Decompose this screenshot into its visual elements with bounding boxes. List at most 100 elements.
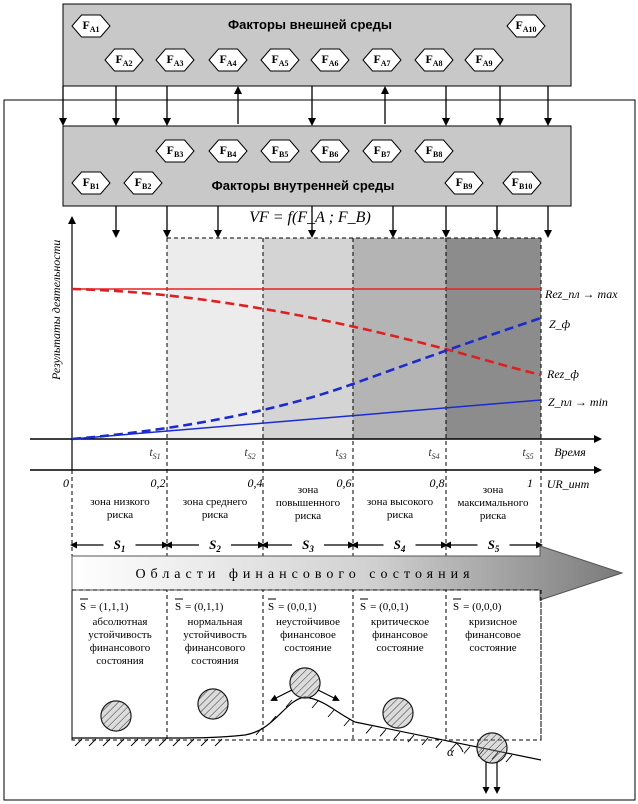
state-descriptions: S = (1,1,1) абсолютная устойчивость финансов… bbox=[80, 598, 521, 667]
hatch-mark bbox=[255, 727, 263, 736]
factor-fa6-label: FA6 bbox=[321, 52, 338, 68]
hatch-mark bbox=[116, 738, 125, 747]
factor-fb6-label: FB6 bbox=[322, 143, 339, 159]
zone-name-1: зона низкого риска bbox=[90, 496, 150, 521]
hatch-mark bbox=[505, 754, 513, 763]
state-label-bg-1 bbox=[103, 535, 136, 553]
z-fact-curve bbox=[71, 316, 542, 441]
factor-fa5-label: FA5 bbox=[271, 52, 288, 68]
zone-5-fill bbox=[446, 238, 541, 439]
state-label-bg-4 bbox=[383, 535, 416, 553]
hatch-mark bbox=[186, 738, 195, 747]
hatch-mark bbox=[421, 737, 429, 746]
factor-fb2: FB2 bbox=[123, 171, 163, 195]
ur-tick-3: 0,4 bbox=[248, 476, 263, 490]
factor-fa3: FA3 bbox=[155, 48, 195, 72]
ball-unstable bbox=[289, 667, 321, 699]
rez-fact-curve bbox=[71, 287, 542, 377]
ball-normal bbox=[197, 688, 229, 720]
state-label-1: S1 bbox=[114, 537, 126, 554]
factor-fa1: FA1 bbox=[71, 14, 111, 38]
time-tick-2: tS2 bbox=[244, 445, 255, 461]
unstable-arrow-right bbox=[317, 689, 340, 701]
hatch-mark bbox=[74, 738, 83, 747]
factor-fa2-label: FA2 bbox=[115, 52, 132, 68]
ball-unstable-shade bbox=[290, 668, 320, 698]
state-desc-1: S = (1,1,1) абсолютная устойчивость финансов… bbox=[80, 598, 152, 667]
factor-fb1-label: FB1 bbox=[83, 175, 100, 191]
factor-fa4-hexagon bbox=[208, 48, 248, 72]
factor-fb1-hexagon bbox=[71, 171, 111, 195]
factor-fb1: FB1 bbox=[71, 171, 111, 195]
state-label-3: S3 bbox=[302, 537, 314, 554]
hatch-mark bbox=[214, 738, 223, 747]
factor-fa4: FA4 bbox=[208, 48, 248, 72]
state-desc-4: S = (0,0,1) критическое финансовое состояние bbox=[360, 598, 429, 654]
zone-2-fill bbox=[167, 238, 263, 439]
hatch-mark bbox=[393, 731, 401, 740]
ball-stable-shade bbox=[101, 701, 131, 731]
ur-tick-1: 0 bbox=[63, 476, 69, 490]
factor-fb10-label: FB10 bbox=[512, 175, 533, 191]
factor-fb8-hexagon bbox=[414, 139, 454, 163]
factor-fb2-label: FB2 bbox=[135, 175, 152, 191]
factor-fb3-label: FB3 bbox=[167, 143, 184, 159]
factor-fa8: FA8 bbox=[414, 48, 454, 72]
external-factors-title: Факторы внешней среды bbox=[228, 17, 392, 32]
factor-fb6-hexagon bbox=[310, 139, 350, 163]
hatch-mark bbox=[172, 738, 181, 747]
hatch-mark bbox=[200, 738, 209, 747]
factor-fb10: FB10 bbox=[502, 171, 542, 195]
state-label-bg-2 bbox=[199, 535, 231, 553]
state-vector-3: S = (0,0,1) bbox=[268, 601, 317, 613]
factor-fa8-label: FA8 bbox=[425, 52, 442, 68]
financial-state-title: Области финансового состояния bbox=[135, 567, 474, 582]
state-label-bg-5 bbox=[477, 535, 510, 553]
alpha-arc bbox=[455, 742, 464, 753]
ball-normal-shade bbox=[198, 689, 228, 719]
terrain-hatching bbox=[74, 699, 513, 763]
factor-fb5-hexagon bbox=[260, 139, 300, 163]
factor-fb5-label: FB5 bbox=[272, 143, 289, 159]
ur-tick-4: 0,6 bbox=[337, 476, 352, 490]
hatch-mark bbox=[269, 715, 277, 724]
state-label-2: S2 bbox=[209, 537, 221, 554]
factor-fa7-label: FA7 bbox=[373, 52, 390, 68]
factor-fa5-hexagon bbox=[260, 48, 300, 72]
time-tick-4: tS4 bbox=[428, 445, 439, 461]
state-text-5: кризисное финансовое состояние bbox=[465, 616, 521, 654]
factor-hexagons: FA1 FA10 FA2 FA3 FA4 FA5 FA6 FA7 FA8 FA9 FB3 FB4 FB5… bbox=[71, 14, 546, 195]
factor-fa3-hexagon bbox=[155, 48, 195, 72]
factor-fb3: FB3 bbox=[155, 139, 195, 163]
factor-fa2: FA2 bbox=[104, 48, 144, 72]
terrain-line bbox=[72, 696, 542, 761]
factor-fa8-hexagon bbox=[414, 48, 454, 72]
time-axis-label: Время bbox=[554, 445, 586, 459]
factor-fb4: FB4 bbox=[208, 139, 248, 163]
state-labels: S1 S2 S3 S4 S5 bbox=[70, 535, 543, 554]
factor-fb2-hexagon bbox=[123, 171, 163, 195]
factor-fa1-hexagon bbox=[71, 14, 111, 38]
state-text-2: нормальная устойчивость финансового состоян… bbox=[183, 616, 246, 667]
hatch-mark bbox=[311, 700, 319, 709]
states-box bbox=[71, 589, 542, 741]
hatch-mark bbox=[285, 699, 293, 708]
time-tick-3: tS3 bbox=[335, 445, 346, 461]
formula-label: VF = f(F_A ; F_B) bbox=[249, 209, 371, 226]
factor-fa10-hexagon bbox=[506, 14, 546, 38]
factor-fb8-label: FB8 bbox=[426, 143, 443, 159]
state-text-1: абсолютная устойчивость финансового состоян… bbox=[88, 616, 151, 667]
state-vector-5: S = (0,0,0) bbox=[453, 601, 502, 613]
hatch-mark bbox=[327, 709, 335, 718]
z-plan-line bbox=[71, 399, 542, 440]
factor-fa1-label: FA1 bbox=[82, 18, 99, 34]
state-label-4: S4 bbox=[394, 537, 406, 554]
factor-fa7-hexagon bbox=[362, 48, 402, 72]
hatch-mark bbox=[343, 718, 351, 727]
factor-fa10-label: FA10 bbox=[515, 18, 536, 34]
zone-name-4: зона высокого риска bbox=[367, 496, 434, 521]
factor-fa6: FA6 bbox=[310, 48, 350, 72]
hatch-mark bbox=[130, 738, 139, 747]
state-text-3: неустойчивое финансовое состояние bbox=[276, 616, 340, 654]
alpha-label: α bbox=[447, 744, 455, 759]
